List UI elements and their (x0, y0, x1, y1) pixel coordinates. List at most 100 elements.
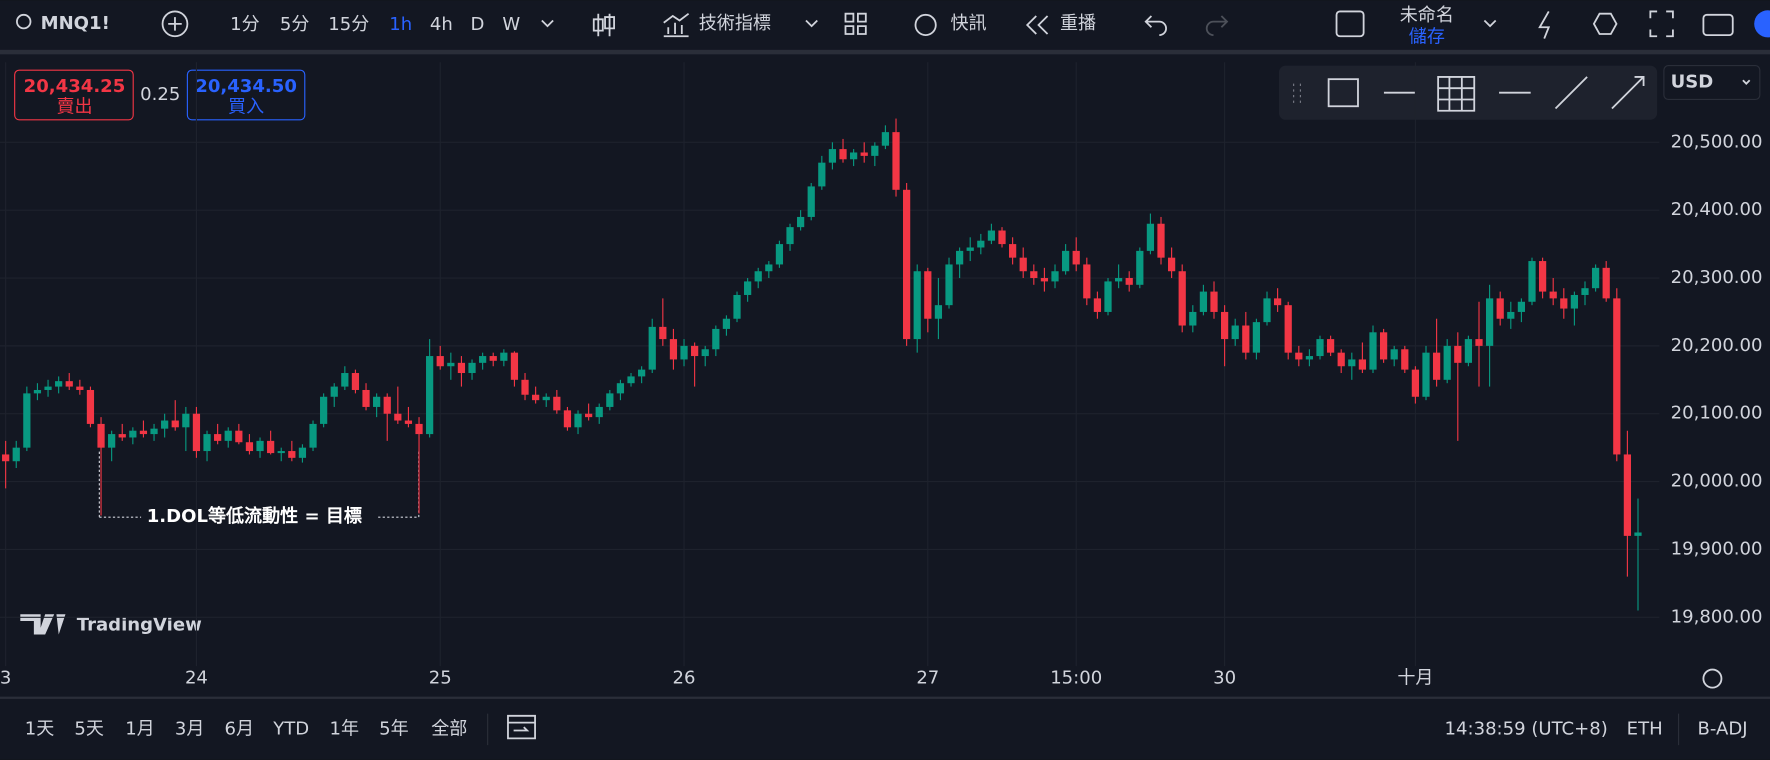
candle-body (214, 434, 222, 441)
axis-settings[interactable] (1702, 668, 1723, 689)
candle-body (1401, 349, 1409, 370)
annotation[interactable]: 1.DOL等低流動性 = 目標 (147, 505, 362, 527)
candle-body (44, 386, 52, 390)
candle-body (182, 413, 190, 428)
redo[interactable] (1205, 15, 1229, 37)
candle-body (1009, 244, 1017, 258)
interval[interactable]: W (502, 14, 520, 35)
annotation-line (98, 451, 420, 518)
interval[interactable]: D (471, 14, 485, 35)
candle-body (277, 451, 285, 454)
indicators[interactable]: 技術指標 (699, 13, 771, 34)
chart-type-icon[interactable] (592, 13, 615, 37)
candle-body (1623, 454, 1632, 536)
candle-body (850, 152, 858, 160)
range-button[interactable]: 全部 (431, 718, 467, 739)
fullscreen-icon[interactable] (1649, 10, 1674, 38)
candle-body (500, 352, 508, 361)
goto-date[interactable] (507, 714, 536, 740)
range-button[interactable]: 1年 (330, 718, 360, 739)
undo[interactable] (1144, 15, 1167, 37)
candle-body (267, 440, 275, 454)
candle-body (224, 430, 232, 441)
range-button[interactable]: 6月 (225, 718, 255, 739)
range-button[interactable]: YTD (272, 718, 309, 739)
candle-body (1305, 356, 1314, 360)
drag-handle[interactable] (1293, 83, 1301, 105)
candle-body (701, 349, 709, 357)
candle-body (1348, 359, 1356, 367)
candle-body (1220, 311, 1229, 340)
candle-body (1379, 332, 1388, 360)
save[interactable]: 儲存 (1409, 26, 1445, 47)
symbol[interactable]: MNQ1! (41, 13, 110, 34)
range-button[interactable]: 3月 (175, 718, 205, 739)
candle-body (775, 244, 784, 265)
grid (0, 62, 1660, 667)
sell-price: 20,434.25 (24, 76, 126, 97)
alert[interactable]: 快訊 (950, 13, 986, 34)
settings-icon[interactable] (1592, 12, 1618, 35)
screenshot-icon[interactable] (1702, 13, 1734, 37)
candle-body (1485, 298, 1494, 346)
range-button[interactable]: 5天 (74, 718, 104, 739)
interval[interactable]: 15分 (328, 14, 369, 35)
interval[interactable]: 1分 (230, 14, 260, 35)
interval[interactable]: 5分 (280, 14, 310, 35)
candle-body (1072, 250, 1080, 265)
candle-body (627, 376, 635, 384)
candle-body (903, 189, 911, 340)
grid-tool[interactable] (1437, 76, 1476, 112)
separator (0, 696, 1770, 699)
interval[interactable]: 1h (389, 14, 412, 35)
arrow-tool[interactable] (1611, 76, 1645, 110)
layout-icon[interactable] (844, 12, 867, 35)
candle-body (1432, 352, 1441, 380)
trend-tool[interactable] (1554, 76, 1588, 110)
candle-body (765, 264, 773, 272)
candle-body (2, 454, 10, 462)
layout-dropdown[interactable] (1483, 19, 1497, 28)
currency: USD (1671, 72, 1714, 93)
candle-body (1019, 257, 1027, 272)
candle-body (1517, 301, 1526, 312)
buy-button[interactable] (186, 69, 306, 121)
interval[interactable]: 4h (430, 14, 453, 35)
candle-body (12, 447, 20, 462)
candle-body (691, 345, 699, 357)
profile[interactable] (1754, 10, 1770, 38)
rect-tool[interactable] (1327, 78, 1359, 108)
candle-body (426, 356, 434, 435)
add-symbol[interactable] (161, 10, 189, 38)
replay[interactable]: 重播 (1060, 13, 1096, 34)
interval-dropdown[interactable] (541, 19, 554, 28)
candle-body (1242, 325, 1250, 353)
range-button[interactable]: 1天 (25, 718, 55, 739)
y-tick-label: 19,900.00 (1671, 538, 1763, 559)
candle-body (1093, 298, 1102, 312)
sell-button[interactable] (14, 69, 134, 121)
y-tick-label: 20,100.00 (1671, 403, 1763, 424)
candle-body (1157, 223, 1165, 258)
candle-body (722, 318, 731, 329)
indicators-dropdown[interactable] (805, 19, 818, 28)
quick-icon[interactable] (1538, 10, 1551, 39)
y-tick-label: 20,200.00 (1671, 335, 1763, 356)
layout-name[interactable]: 未命名 (1400, 5, 1454, 26)
layout-square[interactable] (1335, 10, 1365, 38)
candle-body (744, 281, 752, 295)
x-tick-label: 15:00 (1050, 668, 1102, 689)
adjustment[interactable]: B-ADJ (1698, 718, 1748, 739)
range-button[interactable]: 1月 (125, 718, 155, 739)
range-button[interactable]: 5年 (379, 718, 409, 739)
search-icon[interactable] (16, 13, 32, 30)
session[interactable]: ETH (1627, 718, 1663, 739)
candle-body (447, 362, 455, 367)
x-tick-label: 3 (0, 668, 11, 689)
candle-body (966, 247, 974, 251)
candle-body (1252, 322, 1261, 353)
currency-select[interactable] (1663, 65, 1761, 101)
candle-body (1189, 311, 1197, 326)
buy-price: 20,434.50 (195, 76, 297, 97)
candle-body (1083, 264, 1091, 299)
